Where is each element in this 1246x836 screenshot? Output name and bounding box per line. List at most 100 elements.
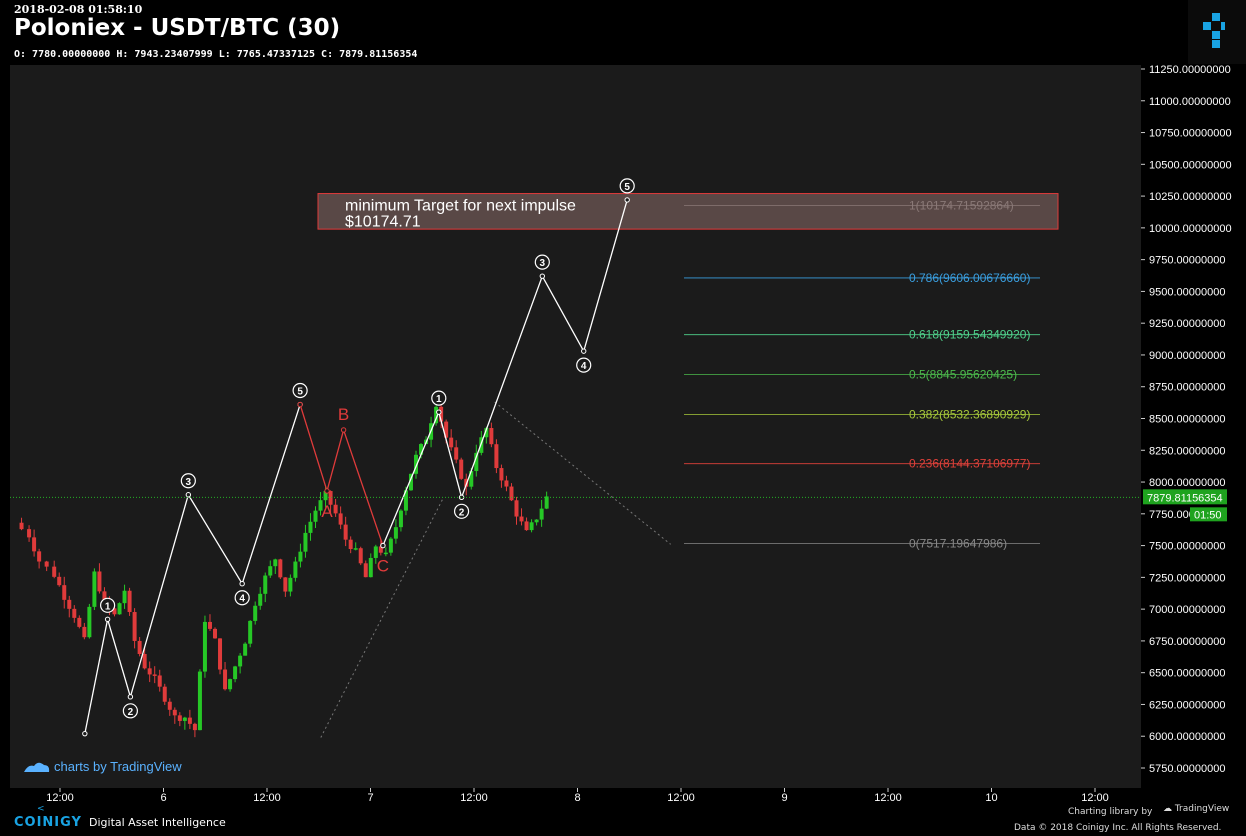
brand-tagline: Digital Asset Intelligence xyxy=(89,816,226,829)
y-tick-label: 6750.00000000 xyxy=(1149,636,1225,648)
x-tick-label: 12:00 xyxy=(460,792,488,804)
tradingview-credit[interactable]: ☁ TradingView xyxy=(1163,804,1230,814)
candle-body xyxy=(494,444,499,469)
candle-body xyxy=(157,675,162,687)
projected-wave-vertex xyxy=(581,348,587,354)
candle-body xyxy=(57,576,62,586)
y-tick-label: 6250.00000000 xyxy=(1149,699,1225,711)
candle-body xyxy=(177,715,182,721)
wave-label: 3 xyxy=(540,258,546,269)
target-text-line2: $10174.71 xyxy=(345,214,421,231)
y-tick-label: 10750.00000000 xyxy=(1149,128,1232,140)
last-price-box xyxy=(1143,489,1227,505)
coinigy-arrow-icon: < xyxy=(37,804,45,814)
wave-label-circle xyxy=(180,473,196,489)
plot-area[interactable] xyxy=(10,65,1141,788)
projected-wave-line xyxy=(382,199,628,546)
y-tick-label: 11250.00000000 xyxy=(1149,64,1231,76)
coinigy-cube-icon xyxy=(1188,0,1246,64)
y-tick-label: 7250.00000000 xyxy=(1149,572,1225,584)
candle-body xyxy=(268,566,273,576)
candle-body xyxy=(308,521,313,533)
candle-body xyxy=(444,421,449,438)
impulse-wave-line xyxy=(84,404,301,734)
wave-label-circle xyxy=(234,590,250,606)
candle-body xyxy=(122,590,127,604)
library-credit: Charting library by xyxy=(1068,807,1153,817)
candle-body xyxy=(62,585,67,600)
wave-label-circle xyxy=(292,382,308,399)
candle-body xyxy=(102,591,107,600)
candle-body xyxy=(368,557,373,578)
projected-wave-vertex xyxy=(624,197,630,203)
correction-label: C xyxy=(377,557,389,576)
ohlc-readout: O: 7780.00000000 H: 7943.23407999 L: 776… xyxy=(14,49,418,60)
candle-body xyxy=(19,522,24,530)
candle-body xyxy=(273,559,278,567)
candle-body xyxy=(77,617,82,627)
candle-body xyxy=(489,428,494,445)
y-tick-label: 9500.00000000 xyxy=(1149,286,1225,298)
y-tick-label: 8750.00000000 xyxy=(1149,382,1225,394)
candle-body xyxy=(293,561,298,578)
price-chart[interactable]: 1(10174.71592864)0.786(9606.00676660)0.6… xyxy=(0,64,1246,806)
wave-label: 2 xyxy=(459,507,465,518)
candle-body xyxy=(338,513,343,525)
candle-body xyxy=(484,428,489,438)
candle-body xyxy=(92,571,97,607)
candle-body xyxy=(544,496,549,509)
candle-body xyxy=(378,546,383,553)
correction-label: B xyxy=(338,405,349,424)
correction-wave-vertex xyxy=(297,401,303,408)
wave-label: 4 xyxy=(239,594,245,605)
candle-body xyxy=(524,521,529,531)
candle-body xyxy=(474,452,479,472)
candle-body xyxy=(353,548,358,550)
x-tick-label: 8 xyxy=(574,792,580,804)
candle-body xyxy=(373,546,378,558)
fib-level-label: 0.786(9606.00676660) xyxy=(909,271,1030,285)
candle-body xyxy=(414,454,418,474)
candle-body xyxy=(459,459,464,479)
wave-label-circle xyxy=(100,597,116,613)
candle-body xyxy=(278,559,283,578)
tradingview-watermark[interactable]: charts by TradingView xyxy=(24,759,182,774)
x-tick-label: 6 xyxy=(160,792,166,804)
wave-label: 1 xyxy=(436,394,442,405)
price-axis[interactable] xyxy=(1141,65,1236,788)
candle-body xyxy=(233,666,238,680)
watermark-text: charts by TradingView xyxy=(54,759,182,774)
y-tick-label: 6500.00000000 xyxy=(1149,668,1225,680)
candle-body xyxy=(434,406,439,424)
candle-body xyxy=(152,674,157,676)
candle-body xyxy=(27,529,32,538)
wave-label-circle xyxy=(534,254,550,270)
candle-body xyxy=(44,561,49,567)
fib-level-label: 0.618(9159.54349920) xyxy=(909,328,1030,342)
candle-body xyxy=(469,471,474,487)
candle-body xyxy=(137,640,142,654)
wave-label: 3 xyxy=(186,477,192,488)
projected-wave-vertex xyxy=(380,542,386,549)
last-price-label: 7879.81156354 xyxy=(1147,492,1223,504)
candle-body xyxy=(393,527,398,539)
price-axis-labels: 11250.00000000 11000.00000000 10750.000000… xyxy=(1141,64,1232,775)
candle-body xyxy=(197,671,202,731)
candle-body xyxy=(192,723,197,731)
coinigy-brand[interactable]: COINIGY xyxy=(14,815,82,830)
candle-body xyxy=(72,608,77,618)
candle-body xyxy=(243,643,248,656)
tradingview-cloud-icon xyxy=(24,762,50,772)
y-tick-label: 11000.00000000 xyxy=(1149,96,1231,108)
wave-label: 2 xyxy=(128,707,134,718)
candle-body xyxy=(388,538,393,553)
x-tick-label: 10 xyxy=(985,792,997,804)
impulse-wave-vertex xyxy=(82,730,88,737)
wave-label-circle xyxy=(576,357,592,373)
impulse-wave-vertex xyxy=(185,492,192,498)
candle-body xyxy=(288,577,293,592)
candle-body xyxy=(403,490,408,511)
time-axis[interactable] xyxy=(10,788,1141,806)
y-tick-label: 10500.00000000 xyxy=(1149,159,1232,171)
y-tick-label: 9000.00000000 xyxy=(1149,350,1225,362)
